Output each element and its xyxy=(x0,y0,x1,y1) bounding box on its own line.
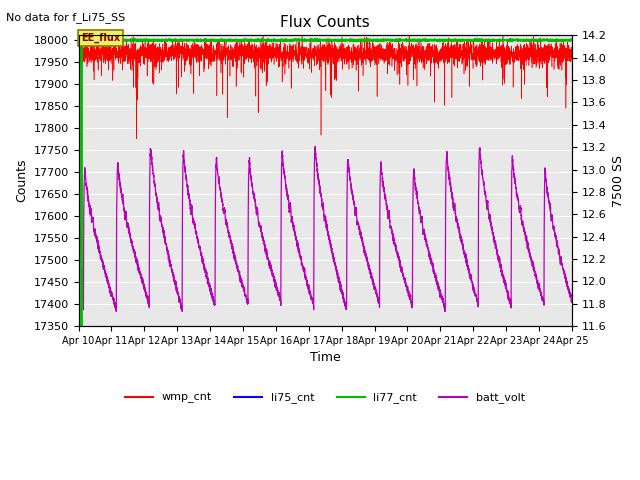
X-axis label: Time: Time xyxy=(310,351,340,364)
Title: Flux Counts: Flux Counts xyxy=(280,15,370,30)
Text: No data for f_Li75_SS: No data for f_Li75_SS xyxy=(6,12,125,23)
Text: EE_flux: EE_flux xyxy=(81,33,120,43)
Y-axis label: Counts: Counts xyxy=(15,159,28,203)
Y-axis label: 7500 SS: 7500 SS xyxy=(612,155,625,207)
Legend: wmp_cnt, li75_cnt, li77_cnt, batt_volt: wmp_cnt, li75_cnt, li77_cnt, batt_volt xyxy=(121,388,530,408)
